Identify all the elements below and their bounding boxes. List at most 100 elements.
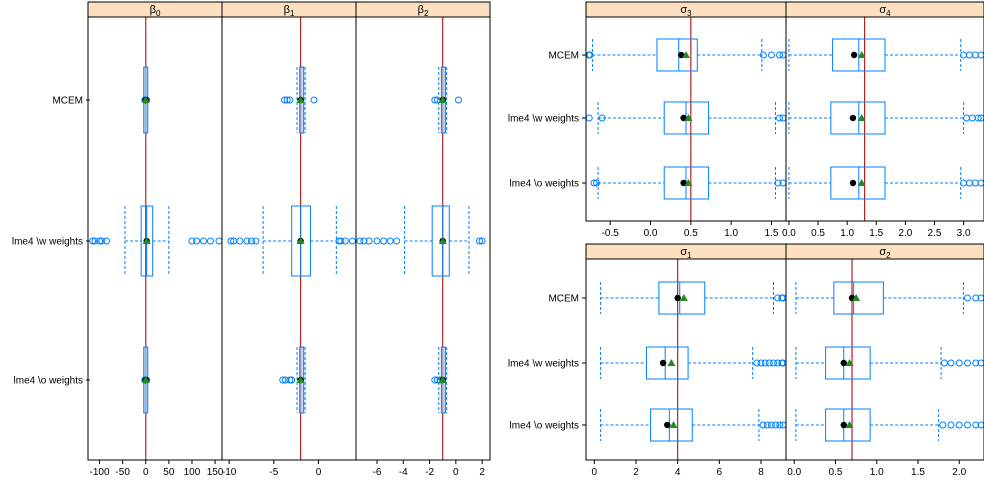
outlier-point [759,51,767,59]
outlier-point [757,359,765,367]
strip-label: β1 [284,4,295,18]
x-tick-label: 1.0 [840,228,854,239]
outlier-point [365,237,373,245]
mean-point [680,179,687,187]
truth-marker [296,376,305,383]
truth-marker [857,51,866,58]
mean-point [849,179,857,187]
outlier-point [968,114,976,122]
truth-marker [682,51,690,58]
box [656,38,698,72]
x-tick-label: 1.5 [765,228,779,239]
outlier-point [236,237,244,245]
mean-point [659,359,667,367]
truth-marker [438,237,447,244]
method-label: MCEM [548,51,579,62]
truth-marker [438,96,447,103]
truth-marker [845,421,854,428]
x-tick-label: -6 [373,467,382,478]
outlier-point [971,179,979,187]
outlier-point [753,359,761,367]
x-tick-label: -4 [399,467,408,478]
truth-marker [141,376,150,383]
truth-marker [142,237,151,244]
outlier-point [281,96,289,104]
outlier-point [590,179,598,187]
truth-marker [296,96,305,103]
outlier-point [478,237,486,245]
outlier-point [102,237,110,245]
panel-β1: β1 -10 -5 0 [221,1,357,478]
outlier-point [360,237,368,245]
x-tick-label: -5 [269,467,278,478]
method-label: lme4 \o weights [510,179,579,190]
outlier-point [972,294,980,302]
outlier-point [767,51,775,59]
strip-label: σ3 [680,4,692,18]
outlier-point [598,114,606,122]
outlier-point [206,237,214,245]
mean-point [840,421,847,429]
box [825,346,871,380]
box [650,408,693,442]
x-tick-label: 3.0 [957,228,971,239]
outlier-point [337,237,345,245]
x-tick-label: 1.5 [869,228,883,239]
outlier-point [977,421,984,429]
outlier-point [475,237,483,245]
x-tick-label: 0 [592,467,598,478]
box [645,346,689,380]
outlier-point [393,237,401,245]
method-label: MCEM [52,96,83,107]
outlier-point [431,96,439,104]
outlier-point [965,51,973,59]
x-tick-label: 0 [143,467,149,478]
outlier-point [279,376,287,384]
box [833,281,884,315]
strip-label: β2 [418,4,429,18]
panel-σ4: σ4 0.0 0.5 1.0 1.5 2.0 2.5 3.0 [782,1,984,239]
x-tick-label: 4 [675,467,681,478]
outlier-point [947,421,955,429]
outlier-point [763,421,771,429]
outlier-point [759,421,767,429]
mean-point [849,114,857,122]
outlier-point [776,421,784,429]
truth-marker [684,179,693,186]
outlier-point [972,359,980,367]
truth-marker [438,376,447,383]
outlier-point [955,359,963,367]
truth-marker [857,114,866,121]
method-label: lme4 \o weights [14,376,83,387]
outlier-point [955,421,963,429]
outlier-point [960,51,968,59]
outlier-point [386,237,394,245]
x-tick-label: 2 [633,467,639,478]
panel-border [785,258,984,461]
x-tick-label: -100 [90,467,110,478]
method-label: lme4 \w weights [12,237,83,248]
truth-marker [845,359,854,366]
x-tick-label: 2.0 [898,228,912,239]
method-label: lme4 \w weights [508,114,579,125]
x-tick-label: 2.0 [952,467,966,478]
outlier-point [965,179,973,187]
outlier-point [977,179,984,187]
panel-border [785,16,984,222]
outlier-point [765,359,773,367]
outlier-point [940,359,948,367]
x-tick-label: -2 [425,467,434,478]
outlier-point [454,96,462,104]
x-tick-label: 0.5 [811,228,825,239]
outlier-point [960,179,968,187]
panel-border [355,16,491,461]
outlier-point [91,237,99,245]
truth-marker [857,179,866,186]
truth-marker [296,237,305,244]
outlier-point [971,51,979,59]
outlier-point [774,179,782,187]
outlier-point [215,237,223,245]
mean-point [840,359,847,367]
box [830,101,886,135]
panel-σ2: σ2 0.0 0.5 1.0 1.5 2.0 [785,243,984,478]
